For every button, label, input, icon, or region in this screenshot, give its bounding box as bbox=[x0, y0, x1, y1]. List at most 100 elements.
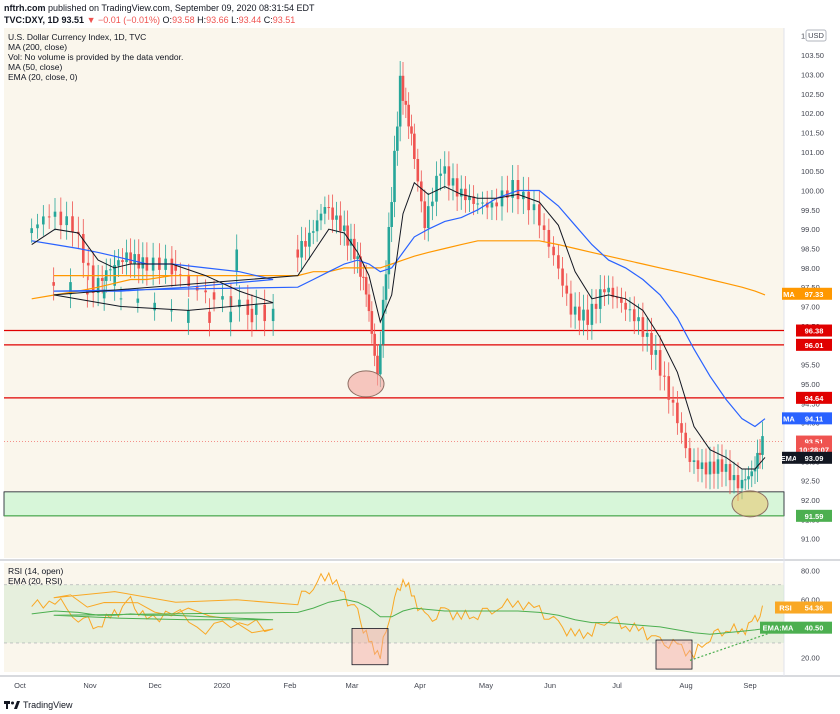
time-tick-label: Mar bbox=[346, 681, 359, 690]
price-tick-label: 92.50 bbox=[801, 477, 820, 486]
time-tick-label: Feb bbox=[284, 681, 297, 690]
candle-body bbox=[109, 269, 112, 271]
candle-body bbox=[81, 234, 85, 263]
candle-body bbox=[153, 302, 156, 311]
price-tag-label-box bbox=[782, 451, 796, 464]
ema20-line bbox=[31, 181, 766, 470]
price-legend-line: EMA (20, close, 0) bbox=[8, 72, 78, 82]
author[interactable]: nftrh.com bbox=[4, 3, 46, 13]
candle-body bbox=[750, 471, 754, 477]
currency-tag-box bbox=[805, 29, 827, 42]
candle-body bbox=[624, 302, 627, 310]
candle-body bbox=[346, 225, 349, 246]
price-tag-label-box bbox=[782, 412, 796, 425]
candle-body bbox=[561, 268, 564, 286]
candle-body bbox=[632, 309, 636, 322]
candle-body bbox=[451, 178, 455, 186]
candle-body bbox=[552, 246, 555, 256]
candle-body bbox=[547, 229, 551, 247]
candle-body bbox=[250, 308, 254, 323]
price-tag-box bbox=[796, 509, 832, 522]
symbol[interactable]: TVC:DXY, 1D bbox=[4, 15, 60, 25]
price-tick-label: 97.50 bbox=[801, 283, 820, 292]
ma200-line bbox=[31, 240, 766, 300]
close-value: 93.51 bbox=[272, 15, 296, 25]
price-tag-label: MA bbox=[783, 290, 795, 299]
candle-body bbox=[743, 479, 747, 481]
candle-body bbox=[53, 211, 57, 217]
candle-body bbox=[650, 332, 653, 355]
candle-body bbox=[720, 459, 724, 472]
candle-body bbox=[423, 201, 427, 229]
candle-body bbox=[96, 278, 100, 294]
candle-body bbox=[300, 240, 303, 258]
candle-body bbox=[179, 274, 182, 276]
candle-body bbox=[413, 133, 416, 159]
candle-body bbox=[212, 292, 216, 300]
candle-body bbox=[598, 289, 602, 309]
candle-body bbox=[353, 238, 356, 259]
candle-body bbox=[671, 399, 675, 403]
candle-body bbox=[667, 376, 671, 400]
candle-body bbox=[359, 256, 362, 277]
candle-body bbox=[65, 216, 68, 226]
time-tick-label: Nov bbox=[83, 681, 97, 690]
rsi-legend-line: EMA (20, RSI) bbox=[8, 576, 62, 586]
candle-body bbox=[557, 255, 560, 269]
price-tick-label: 100.50 bbox=[801, 167, 824, 176]
candle-body bbox=[419, 181, 423, 202]
candle-body bbox=[401, 75, 405, 101]
candle-body bbox=[296, 249, 300, 258]
candle-body bbox=[716, 459, 720, 474]
published-text: published on TradingView.com, September … bbox=[48, 3, 315, 13]
candle-body bbox=[431, 201, 434, 207]
candle-body bbox=[393, 150, 396, 203]
candle-body bbox=[684, 432, 687, 449]
candle-body bbox=[367, 294, 371, 312]
rsi-tick-label: 80.00 bbox=[801, 566, 820, 575]
candle-body bbox=[136, 298, 140, 303]
candle-body bbox=[69, 282, 72, 295]
price-legend-line: U.S. Dollar Currency Index, 1D, TVC bbox=[8, 32, 146, 42]
candle-body bbox=[373, 333, 376, 356]
price-tick-label: 103.50 bbox=[801, 51, 824, 60]
rsi-tag-value: 54.36 bbox=[805, 604, 824, 613]
candle-body bbox=[680, 423, 683, 433]
time-tick-label: Dec bbox=[148, 681, 162, 690]
candle-body bbox=[323, 207, 327, 214]
brand-name[interactable]: TradingView bbox=[23, 700, 73, 710]
candle-body bbox=[692, 460, 696, 462]
candle-body bbox=[443, 166, 447, 174]
price-tick-label: 92.00 bbox=[801, 496, 820, 505]
rsi-tag-value: 40.50 bbox=[805, 624, 824, 633]
candle-body bbox=[611, 287, 615, 298]
candle-body bbox=[724, 464, 728, 472]
candle-body bbox=[129, 252, 132, 264]
candle-body bbox=[607, 287, 610, 293]
candle-body bbox=[342, 225, 346, 231]
price-tag-label: MA bbox=[783, 414, 795, 423]
rsi-line bbox=[31, 571, 763, 660]
close-label: C: bbox=[263, 15, 273, 25]
candle-body bbox=[47, 216, 51, 218]
high-value: 93.66 bbox=[206, 15, 229, 25]
candle-body bbox=[187, 310, 190, 323]
candle-body bbox=[125, 252, 128, 263]
candle-body bbox=[761, 436, 764, 455]
candle-body bbox=[708, 461, 712, 475]
candle-body bbox=[208, 311, 211, 323]
candle-body bbox=[187, 274, 191, 286]
candle-body bbox=[398, 75, 402, 127]
price-tag-value: 93.09 bbox=[805, 454, 824, 463]
rsi-tag-label: RSI bbox=[779, 604, 792, 613]
candle-body bbox=[263, 304, 266, 322]
candle-body bbox=[732, 475, 736, 481]
candle-body bbox=[620, 297, 623, 303]
price-legend-line: Vol: No volume is provided by the data v… bbox=[8, 52, 183, 62]
candle-body bbox=[663, 375, 666, 377]
price-tick-label: 101.50 bbox=[801, 128, 824, 137]
price-tag-label-box bbox=[782, 287, 796, 300]
time-tick-label: Jun bbox=[544, 681, 556, 690]
price-tag-value: 10:28:07 bbox=[799, 445, 829, 454]
